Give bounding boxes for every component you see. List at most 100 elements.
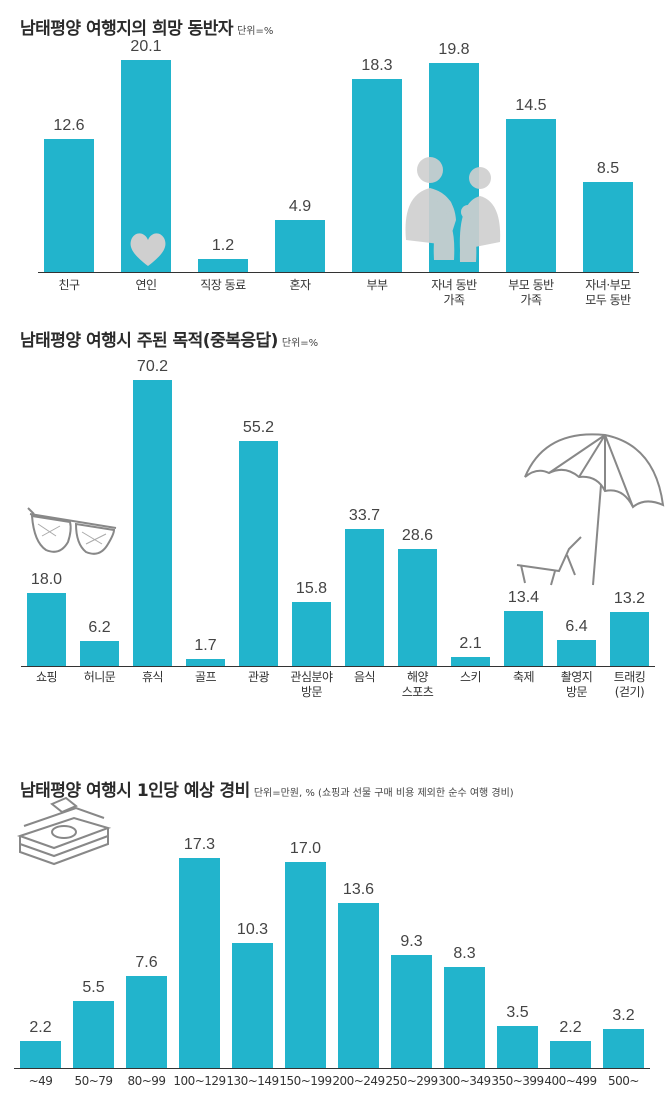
chart3-value-label: 13.6 [342, 881, 375, 898]
chart1-category-label: 직장 동료 [200, 278, 246, 292]
chart3-value-label: 17.0 [289, 840, 322, 857]
chart2-bar [451, 657, 490, 666]
chart3-value-label: 3.2 [612, 1007, 635, 1024]
chart2-category-label: 스키 [459, 670, 482, 684]
chart3-category-label: 350~399 [491, 1074, 544, 1088]
chart3-bar [391, 955, 432, 1068]
chart1-bar [352, 79, 402, 272]
chart3-category-label: 50~79 [74, 1074, 113, 1088]
chart1-bar [506, 119, 556, 272]
chart2-value-label: 13.2 [613, 590, 646, 607]
chart1-category-label: 자녀 동반 가족 [431, 278, 477, 307]
chart3-title-text: 남태평양 여행시 1인당 예상 경비 [20, 781, 250, 801]
chart3-value-label: 2.2 [29, 1019, 52, 1036]
chart3-title: 남태평양 여행시 1인당 예상 경비 단위=만원, % (쇼핑과 선물 구매 비용… [20, 776, 514, 801]
chart3-category-label: ~49 [28, 1074, 53, 1088]
chart3-bar [73, 1001, 114, 1068]
chart2-bar [504, 611, 543, 666]
chart3-bar [232, 943, 273, 1068]
chart1-category-label: 부부 [366, 278, 388, 292]
chart3-bar [603, 1029, 644, 1068]
chart2-value-label: 55.2 [242, 419, 275, 436]
chart2-bar [80, 641, 119, 666]
chart3-value-label: 3.5 [506, 1004, 529, 1021]
chart3-bar [338, 903, 379, 1068]
chart2-value-label: 15.8 [295, 580, 328, 597]
chart3-bar [550, 1041, 591, 1068]
money-stack-icon [16, 796, 112, 866]
chart1-value-label: 18.3 [361, 57, 393, 74]
chart1-category-label: 연인 [135, 278, 157, 292]
chart2-category-label: 허니문 [83, 670, 116, 684]
chart2-bar [292, 602, 331, 666]
heart-icon [130, 233, 166, 266]
chart3-category-label: 80~99 [127, 1074, 166, 1088]
chart1-value-label: 1.2 [211, 237, 235, 254]
chart3-category-label: 300~349 [438, 1074, 491, 1088]
chart2-value-label: 70.2 [136, 358, 169, 375]
chart3-category-label: 130~149 [226, 1074, 279, 1088]
chart3-value-label: 8.3 [453, 945, 476, 962]
chart2-value-label: 28.6 [401, 527, 434, 544]
chart1-value-label: 12.6 [53, 117, 85, 134]
chart3-value-label: 10.3 [236, 921, 269, 938]
chart1-value-label: 8.5 [596, 160, 620, 177]
family-icon [405, 157, 501, 262]
chart1-bar [198, 259, 248, 272]
chart2-value-label: 2.1 [459, 635, 482, 652]
chart3-value-label: 17.3 [183, 836, 216, 853]
chart2-category-label: 트래킹 (걷기) [613, 670, 646, 699]
chart1-category-label: 부모 동반 가족 [508, 278, 554, 307]
chart1-value-label: 19.8 [438, 41, 470, 58]
chart2-bar [27, 593, 66, 666]
chart2-bar [186, 659, 225, 666]
chart3-bar [444, 967, 485, 1068]
chart2-value-label: 18.0 [30, 571, 63, 588]
chart3-category-label: 500~ [608, 1074, 639, 1088]
chart1-value-label: 20.1 [130, 38, 162, 55]
chart2-category-label: 휴식 [141, 670, 164, 684]
chart1-bar [275, 220, 325, 272]
chart1-category-label: 혼자 [289, 278, 311, 292]
chart2-value-label: 6.2 [88, 619, 111, 636]
chart1-title: 남태평양 여행지의 희망 동반자 단위=% [20, 14, 273, 39]
chart2-bar [345, 529, 384, 666]
chart1-bar [44, 139, 94, 272]
chart2-bar [610, 612, 649, 666]
chart3-category-label: 250~299 [385, 1074, 438, 1088]
beach-umbrella-icon [516, 433, 665, 586]
chart2-category-label: 쇼핑 [35, 670, 58, 684]
chart3-category-label: 100~129 [173, 1074, 226, 1088]
chart1-bar [583, 182, 633, 272]
chart3-category-label: 200~249 [332, 1074, 385, 1088]
chart2-category-label: 축제 [512, 670, 535, 684]
chart2-value-label: 1.7 [194, 637, 217, 654]
chart3-bar [179, 858, 220, 1068]
chart2-value-label: 6.4 [565, 618, 588, 635]
chart2-category-label: 촬영지 방문 [560, 670, 593, 699]
chart3-value-label: 2.2 [559, 1019, 582, 1036]
chart2-title: 남태평양 여행시 주된 목적(중복응답) 단위=% [20, 326, 318, 351]
chart2-value-label: 13.4 [507, 589, 540, 606]
chart2-value-label: 33.7 [348, 507, 381, 524]
chart3-bar [497, 1026, 538, 1068]
chart1-value-label: 14.5 [515, 97, 547, 114]
chart1-category-label: 자녀·부모 모두 동반 [585, 278, 631, 307]
chart3-category-label: 150~199 [279, 1074, 332, 1088]
chart3-axis [14, 1068, 650, 1069]
chart1-title-text: 남태평양 여행지의 희망 동반자 [20, 19, 234, 39]
chart3-unit: 단위=만원, % (쇼핑과 선물 구매 비용 제외한 순수 여행 경비) [253, 788, 514, 799]
chart3-bar [285, 862, 326, 1068]
chart3-category-label: 400~499 [544, 1074, 597, 1088]
chart3-value-label: 5.5 [82, 979, 105, 996]
chart3-value-label: 9.3 [400, 933, 423, 950]
chart2-bar [239, 441, 278, 666]
chart2-bar [133, 380, 172, 666]
chart2-category-label: 해양 스포츠 [401, 670, 434, 699]
chart2-axis [21, 666, 655, 667]
chart1-axis [38, 272, 639, 273]
chart1-unit: 단위=% [237, 26, 274, 37]
chart3-value-label: 7.6 [135, 954, 158, 971]
chart2-unit: 단위=% [281, 338, 319, 349]
chart2-category-label: 음식 [353, 670, 376, 684]
